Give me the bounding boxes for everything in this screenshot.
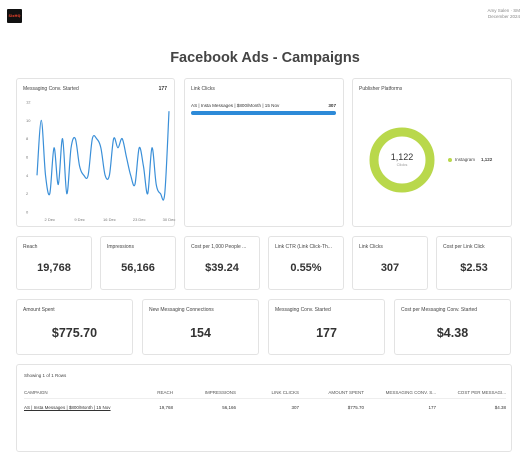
report-period: December 2024 [487,14,520,19]
donut-center-value: 1,122 [390,152,414,162]
bar-fill [191,111,336,115]
kpi-card: Amount Spent $775.70 [16,299,133,355]
kpi-label: Amount Spent [23,307,55,313]
donut-legend: Instagram 1,122 [448,157,492,162]
kpi-card: Impressions 56,166 [100,236,176,290]
x-tick-label: 30 Dec [163,217,176,222]
kpi-value: 0.55% [290,262,322,274]
link-clicks-bar-card: Link Clicks AS | Insta Messages | $800/M… [184,78,344,227]
table-header-row: Campaign Reach Impressions Link Clicks A… [24,387,506,399]
col-header-cost-per-messaging[interactable]: Cost per Messagi... [436,387,506,399]
kpi-value: $2.53 [460,262,488,274]
y-tick-label: 12 [26,100,31,105]
col-header-impressions[interactable]: Impressions [173,387,236,399]
kpi-value: 177 [316,326,337,340]
kpi-card: New Messaging Connections 154 [142,299,259,355]
messaging-line-chart: 0 2 4 6 8 10 12 2 Dec 9 Dec 16 Dec 23 Dec 30 Dec [26,100,176,223]
campaign-table-card: Showing 1 of 1 Rows Campaign Reach Impre… [16,364,512,452]
kpi-label: Cost per Messaging Conv. Started [401,307,478,313]
legend-swatch [448,157,452,162]
bar-row-value: 307 [328,103,336,108]
kpi-value: 19,768 [37,262,71,274]
kpi-value: 56,166 [121,262,155,274]
kpi-value: $775.70 [51,326,98,340]
y-tick-label: 2 [26,191,29,196]
table-caption: Showing 1 of 1 Rows [24,373,67,378]
cell-amount-spent: $775.70 [347,405,364,410]
bar-row-label: AS | Insta Messages | $800/Month | 15 No… [191,103,280,108]
user-info: Amy Salen · SM December 2024 [487,8,520,20]
kpi-card: Reach 19,768 [16,236,92,290]
brand-logo[interactable]: SixHQ [7,9,22,23]
kpi-label: Link Clicks [359,244,383,250]
y-tick-label: 4 [26,173,29,178]
cell-cost-per-messaging: $4.38 [494,405,506,410]
kpi-card: Cost per Link Click $2.53 [436,236,512,290]
messaging-chart-card: Messaging Conv. Started 177 0 2 4 6 8 10 12 2 D… [16,78,175,227]
user-name: Amy Salen · SM [487,8,520,13]
cell-reach: 19,768 [159,405,173,410]
y-tick-label: 6 [26,155,29,160]
table-row: AS | Insta Messages | $800/Month | 15 No… [24,399,506,417]
campaign-table: Campaign Reach Impressions Link Clicks A… [24,387,506,416]
legend-name: Instagram [455,157,476,162]
y-tick-label: 0 [26,210,29,215]
col-header-amount-spent[interactable]: Amount Spent [299,387,364,399]
x-tick-label: 2 Dec [45,217,55,222]
legend-value: 1,122 [481,157,493,162]
page-title: Facebook Ads - Campaigns [170,50,360,66]
y-tick-label: 8 [26,136,29,141]
kpi-label: Cost per 1,000 People ... [191,244,247,250]
kpi-card: Cost per Messaging Conv. Started $4.38 [394,299,511,355]
kpi-label: Messaging Conv. Started [275,307,331,313]
cell-campaign[interactable]: AS | Insta Messages | $800/Month | 15 No… [24,405,111,410]
kpi-card: Link CTR (Link Click-Th... 0.55% [268,236,344,290]
col-header-link-clicks[interactable]: Link Clicks [236,387,299,399]
publisher-donut-chart [369,127,435,193]
donut-slice-instagram[interactable] [369,127,435,193]
cell-impressions: 56,166 [222,405,236,410]
kpi-label: Cost per Link Click [443,244,485,250]
messaging-chart-total: 177 [158,86,167,92]
kpi-value: 154 [190,326,211,340]
cell-messaging-conv: 177 [428,405,436,410]
donut-center: 1,122 Clicks [382,152,422,167]
kpi-card: Cost per 1,000 People ... $39.24 [184,236,260,290]
kpi-card: Link Clicks 307 [352,236,428,290]
kpi-value: $4.38 [436,326,469,340]
publisher-platforms-card: Publisher Platforms 1,122 Clicks Instagr… [352,78,512,227]
kpi-value: $39.24 [205,262,239,274]
cell-link-clicks: 307 [291,405,299,410]
col-header-campaign[interactable]: Campaign [24,387,149,399]
series-line[interactable] [36,111,170,201]
x-tick-label: 9 Dec [74,217,84,222]
x-tick-label: 23 Dec [133,217,146,222]
kpi-card: Messaging Conv. Started 177 [268,299,385,355]
link-clicks-bar-label: Link Clicks [191,86,215,92]
kpi-value: 307 [380,262,400,274]
donut-center-sub: Clicks [396,162,408,167]
kpi-label: Reach [23,244,38,250]
col-header-reach[interactable]: Reach [149,387,173,399]
kpi-label: Impressions [107,244,134,250]
bar-track [191,111,336,115]
col-header-messaging-conv[interactable]: Messaging Conv. S... [364,387,436,399]
x-tick-label: 16 Dec [103,217,116,222]
y-tick-label: 10 [26,118,31,123]
kpi-label: New Messaging Connections [149,307,214,313]
kpi-label: Link CTR (Link Click-Th... [275,244,332,250]
